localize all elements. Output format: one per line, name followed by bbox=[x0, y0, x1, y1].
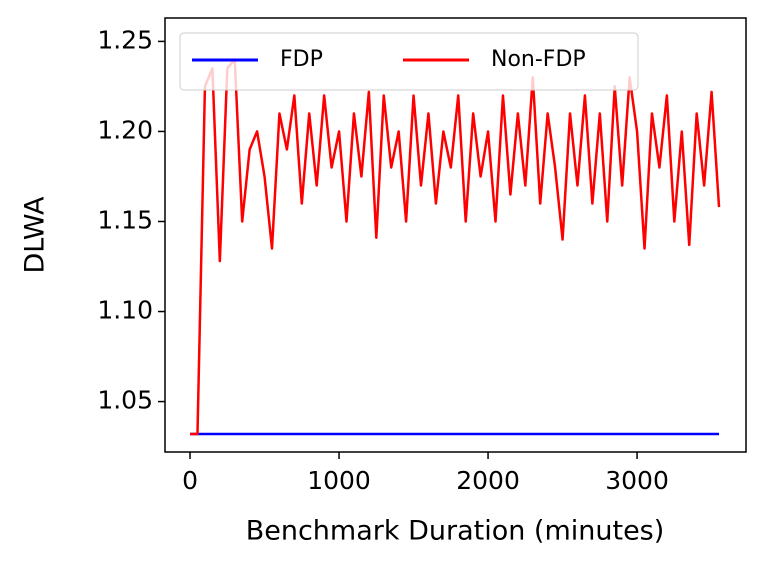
y-axis-label: DLWA bbox=[20, 196, 51, 274]
y-tick-label: 1.20 bbox=[97, 115, 153, 144]
x-tick-label: 1000 bbox=[307, 466, 371, 495]
legend-label: FDP bbox=[280, 47, 323, 72]
x-axis-label: Benchmark Duration (minutes) bbox=[246, 516, 665, 547]
y-tick-label: 1.25 bbox=[97, 25, 153, 54]
x-tick-label: 3000 bbox=[605, 466, 669, 495]
x-tick-label: 2000 bbox=[456, 466, 520, 495]
y-tick-label: 1.05 bbox=[97, 386, 153, 415]
plot-frame bbox=[164, 17, 747, 453]
data-line bbox=[190, 58, 721, 436]
legend-label: Non-FDP bbox=[491, 47, 586, 72]
x-tick-label: 0 bbox=[182, 466, 198, 495]
y-tick-label: 1.10 bbox=[97, 296, 153, 325]
y-tick-label: 1.15 bbox=[97, 205, 153, 234]
